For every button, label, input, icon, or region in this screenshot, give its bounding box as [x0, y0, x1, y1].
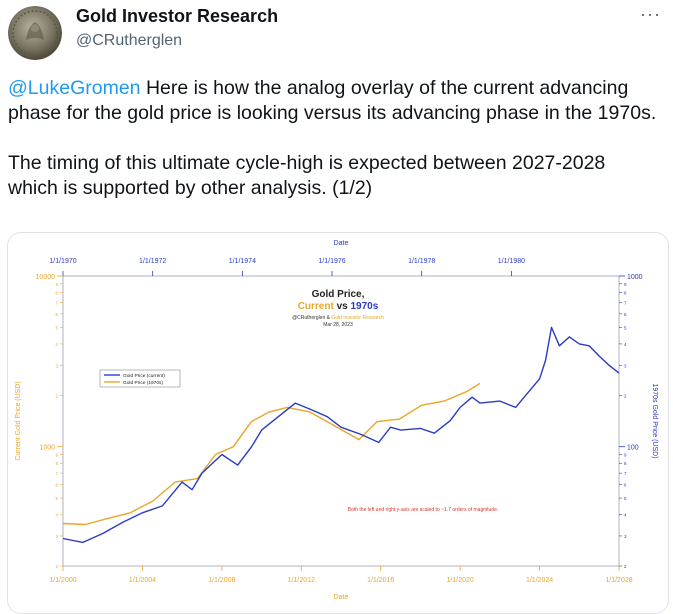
right-axis-minor-label: 3 [624, 363, 627, 368]
right-axis-minor-label: 7 [624, 300, 627, 305]
gold-price-chart: Date 1/1/1970 1/1/1972 1/1/1974 1/1/1976 1/1/… [15, 240, 658, 601]
right-axis-minor-label: 6 [624, 312, 627, 317]
chart-subtitle: Current vs 1970s [298, 301, 379, 312]
right-axis-minor-label: 9 [624, 282, 627, 287]
left-axis-minor-label: 4 [55, 513, 58, 518]
left-axis-minor-label: 8 [55, 291, 58, 296]
credit-org: Gold Investor Research [331, 315, 384, 321]
left-axis-minor-label: 3 [55, 534, 58, 539]
bottom-axis-label: Date [334, 594, 349, 601]
bottom-axis-tick-label: 1/1/2008 [208, 577, 235, 584]
right-axis-minor-label: 4 [624, 342, 627, 347]
right-axis-minor-label: 3 [624, 534, 627, 539]
legend-box [99, 369, 181, 388]
left-axis-minor-label: 4 [55, 342, 58, 347]
subtitle-vs: vs [334, 301, 351, 312]
right-axis-minor-label: 2 [624, 393, 627, 398]
subtitle-current: Current [298, 301, 335, 312]
bottom-axis-tick-label: 1/1/2024 [526, 577, 553, 584]
avatar-coin-image [8, 6, 62, 60]
top-axis-label: Date [334, 240, 349, 247]
right-axis-minor-label: 2 [624, 564, 627, 569]
chart-title: Gold Price, [312, 289, 365, 300]
bottom-axis-tick-label: 1/1/2012 [288, 577, 315, 584]
right-axis-minor-label: 8 [624, 291, 627, 296]
left-axis-label: Current Gold Price (USD) [15, 381, 22, 460]
chart-credit: @CRutherglen & Gold Investor Research [292, 315, 384, 321]
bottom-axis-tick-label: 1/1/2004 [129, 577, 156, 584]
left-axis-minor-label: 9 [55, 282, 58, 287]
right-axis-tick-label: 1000 [627, 274, 643, 281]
author-handle[interactable]: @CRutherglen [76, 32, 183, 49]
tweet-paragraph-2: The timing of this ultimate cycle-high i… [8, 152, 606, 199]
right-axis-tick-label: 100 [627, 445, 639, 452]
bottom-axis-tick-label: 1/1/2028 [605, 577, 632, 584]
tweet-paragraph-1: @LukeGromen Here is how the analog overl… [8, 76, 658, 126]
subtitle-1970s: 1970s [351, 301, 379, 312]
left-axis-minor-label: 7 [55, 471, 58, 476]
left-axis-minor-label: 3 [55, 363, 58, 368]
left-axis-minor-label: 5 [55, 496, 58, 501]
series-line-current [62, 326, 620, 544]
mention-link[interactable]: @LukeGromen [8, 77, 141, 99]
left-axis-tick-label: 10000 [36, 274, 56, 281]
bottom-axis-tick-label: 1/1/2020 [447, 577, 474, 584]
left-axis-tick-label: 1000 [39, 445, 55, 452]
top-axis-tick-label: 1/1/1980 [498, 258, 525, 265]
credit-author: @CRutherglen & [292, 315, 331, 321]
more-options-icon[interactable]: ··· [640, 4, 661, 24]
chart-note: Both the left and right y-axis are scale… [348, 507, 499, 513]
chart-date: Mar 28, 2023 [323, 322, 353, 328]
tweet-text: @LukeGromen Here is how the analog overl… [8, 76, 658, 201]
top-axis-tick-label: 1/1/1972 [139, 258, 166, 265]
series-line-1970s [62, 382, 481, 526]
left-axis-minor-label: 7 [55, 300, 58, 305]
author-name[interactable]: Gold Investor Research [76, 6, 279, 26]
left-axis-minor-label: 2 [55, 393, 58, 398]
left-axis-minor-label: 9 [55, 453, 58, 458]
right-axis-minor-label: 5 [624, 325, 627, 330]
left-axis-minor-label: 8 [55, 461, 58, 466]
legend-label-current: Gold Price (current) [123, 373, 165, 379]
legend-label-1970s: Gold Price (1970s) [123, 380, 163, 386]
left-axis-minor-label: 2 [55, 564, 58, 569]
top-axis-tick-label: 1/1/1978 [408, 258, 435, 265]
left-axis-minor-label: 5 [55, 325, 58, 330]
right-axis-label: 1970s Gold Price (USD) [651, 383, 658, 458]
right-axis-minor-label: 6 [624, 483, 627, 488]
right-axis-minor-label: 7 [624, 471, 627, 476]
left-axis-minor-label: 6 [55, 483, 58, 488]
bottom-axis-tick-label: 1/1/2000 [49, 577, 76, 584]
right-axis-minor-label: 5 [624, 496, 627, 501]
bottom-axis-tick-label: 1/1/2016 [367, 577, 394, 584]
top-axis-tick-label: 1/1/1974 [229, 258, 256, 265]
chart-image-card[interactable]: Date 1/1/1970 1/1/1972 1/1/1974 1/1/1976 1/1/… [7, 232, 669, 614]
tweet-paragraph-1-text: Here is how the analog overlay of the cu… [8, 77, 657, 124]
right-axis-minor-label: 4 [624, 513, 627, 518]
right-axis-minor-label: 9 [624, 453, 627, 458]
plot-frame [62, 275, 620, 567]
author-avatar[interactable] [8, 6, 62, 60]
right-axis-minor-label: 8 [624, 461, 627, 466]
top-axis-tick-label: 1/1/1970 [49, 258, 76, 265]
left-axis-minor-label: 6 [55, 312, 58, 317]
top-axis-tick-label: 1/1/1976 [318, 258, 345, 265]
